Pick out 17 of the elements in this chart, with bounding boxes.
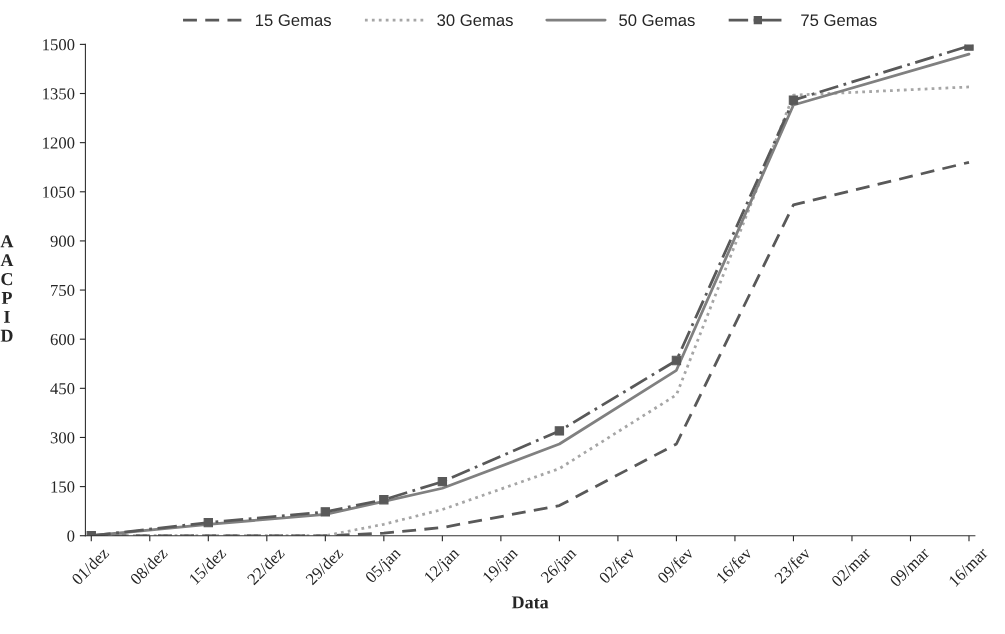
y-tick-label: 300 [50,432,75,444]
y-tick-label: 0 [67,530,75,542]
y-tick-label: 450 [50,383,75,395]
y-tick-label: 900 [50,235,75,247]
y-tick-label: 1500 [43,39,75,51]
y-axis-title: AACPID [0,235,14,342]
legend-label: 15 Gemas [255,14,331,27]
y-tick-label: 600 [50,333,75,346]
legend-label: 75 Gemas [801,14,877,27]
y-tick-label: 750 [51,284,75,296]
y-tick-label: 1200 [43,137,75,149]
y-tick-label: 1050 [43,186,75,198]
x-axis-title: Data [511,596,549,609]
legend-label: 50 Gemas [619,14,695,27]
legend-label: 30 Gemas [437,14,513,27]
y-tick-label: 1350 [43,88,75,100]
y-tick-label: 150 [51,481,75,493]
